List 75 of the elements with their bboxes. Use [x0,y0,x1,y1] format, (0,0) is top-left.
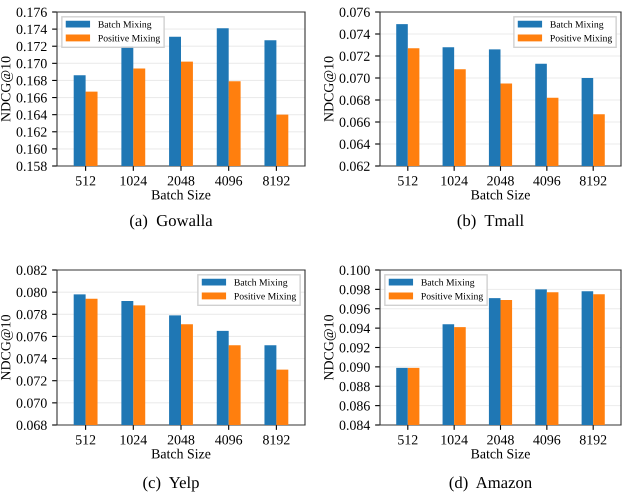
x-tick-label: 4096 [533,435,560,444]
y-axis-title: NDCG@10 [324,56,336,122]
y-tick-label: 0.170 [16,58,47,68]
y-tick-label: 0.070 [16,398,47,408]
y-tick-label: 0.074 [340,30,370,40]
x-tick-label: 1024 [120,176,147,186]
x-tick-label: 4096 [215,435,242,444]
x-tick-label: 512 [398,176,418,186]
y-tick-label: 0.172 [16,42,47,52]
y-tick-label: 0.082 [16,266,47,276]
text: (a) Gowalla [130,214,212,230]
y-tick-label: 0.168 [16,76,47,86]
x-tick-label: 512 [76,176,96,186]
text: (d) Amazon [450,476,532,492]
y-tick-label: 0.080 [16,288,47,298]
y-tick-label: 0.076 [340,8,370,18]
y-tick-label: 0.092 [340,343,370,353]
y-tick-label: 0.100 [340,266,370,276]
y-tick-label: 0.068 [340,96,370,106]
y-axis-title: NDCG@10 [324,315,336,380]
y-tick-label: 0.084 [340,420,370,430]
y-tick-label: 0.174 [16,24,48,34]
y-tick-label: 0.164 [16,110,48,120]
x-tick-label: 1024 [120,435,147,444]
x-axis-title: Batch Size [152,190,210,200]
y-tick-label: 0.068 [16,420,47,430]
y-tick-label: 0.086 [340,401,370,411]
x-tick-label: 4096 [215,176,242,186]
y-tick-label: 0.074 [16,354,48,364]
y-tick-label: 0.072 [340,52,370,62]
x-tick-label: 2048 [168,435,194,444]
x-tick-label: 1024 [441,435,468,444]
y-tick-label: 0.162 [16,127,47,137]
y-tick-label: 0.066 [340,118,370,128]
y-tick-label: 0.070 [340,74,370,84]
legend-label: Batch Mixing [234,278,288,288]
y-tick-label: 0.062 [340,162,370,172]
x-tick-label: 8192 [580,176,606,186]
y-tick-label: 0.176 [16,8,47,18]
x-axis-title: Batch Size [152,448,210,458]
x-axis-title: Batch Size [471,190,530,200]
y-tick-label: 0.078 [16,310,47,320]
x-tick-label: 8192 [580,435,606,444]
legend-label: Batch Mixing [550,20,604,30]
x-tick-label: 2048 [487,176,514,186]
x-axis-title: Batch Size [471,448,530,458]
y-tick-label: 0.160 [16,144,47,154]
x-tick-label: 512 [398,435,418,444]
legend-label: Positive Mixing [234,292,296,302]
y-tick-label: 0.098 [340,284,370,294]
y-tick-label: 0.064 [340,140,370,150]
x-tick-label: 2048 [168,176,194,186]
y-tick-label: 0.166 [16,93,47,103]
text: (c) Yelp [143,476,199,492]
y-axis-title: NDCG@10 [1,315,13,380]
legend-label: Positive Mixing [550,34,612,44]
x-tick-label: 1024 [441,176,468,186]
x-tick-label: 2048 [487,435,514,444]
x-tick-label: 4096 [533,176,560,186]
y-tick-label: 0.072 [16,376,47,386]
legend-label: Positive Mixing [98,34,160,44]
y-tick-label: 0.094 [340,324,370,334]
legend-label: Batch Mixing [98,20,152,30]
y-tick-label: 0.090 [340,362,370,372]
x-tick-label: 8192 [263,176,290,186]
y-axis-title: NDCG@10 [1,56,13,122]
legend-label: Positive Mixing [421,292,484,302]
text: (b) Tmall [458,214,524,230]
x-tick-label: 512 [76,435,96,444]
y-tick-label: 0.076 [16,332,47,342]
x-tick-label: 8192 [263,435,290,444]
y-tick-label: 0.158 [16,162,47,172]
y-tick-label: 0.088 [340,382,370,392]
y-tick-label: 0.096 [340,304,370,314]
legend-label: Batch Mixing [421,278,474,288]
